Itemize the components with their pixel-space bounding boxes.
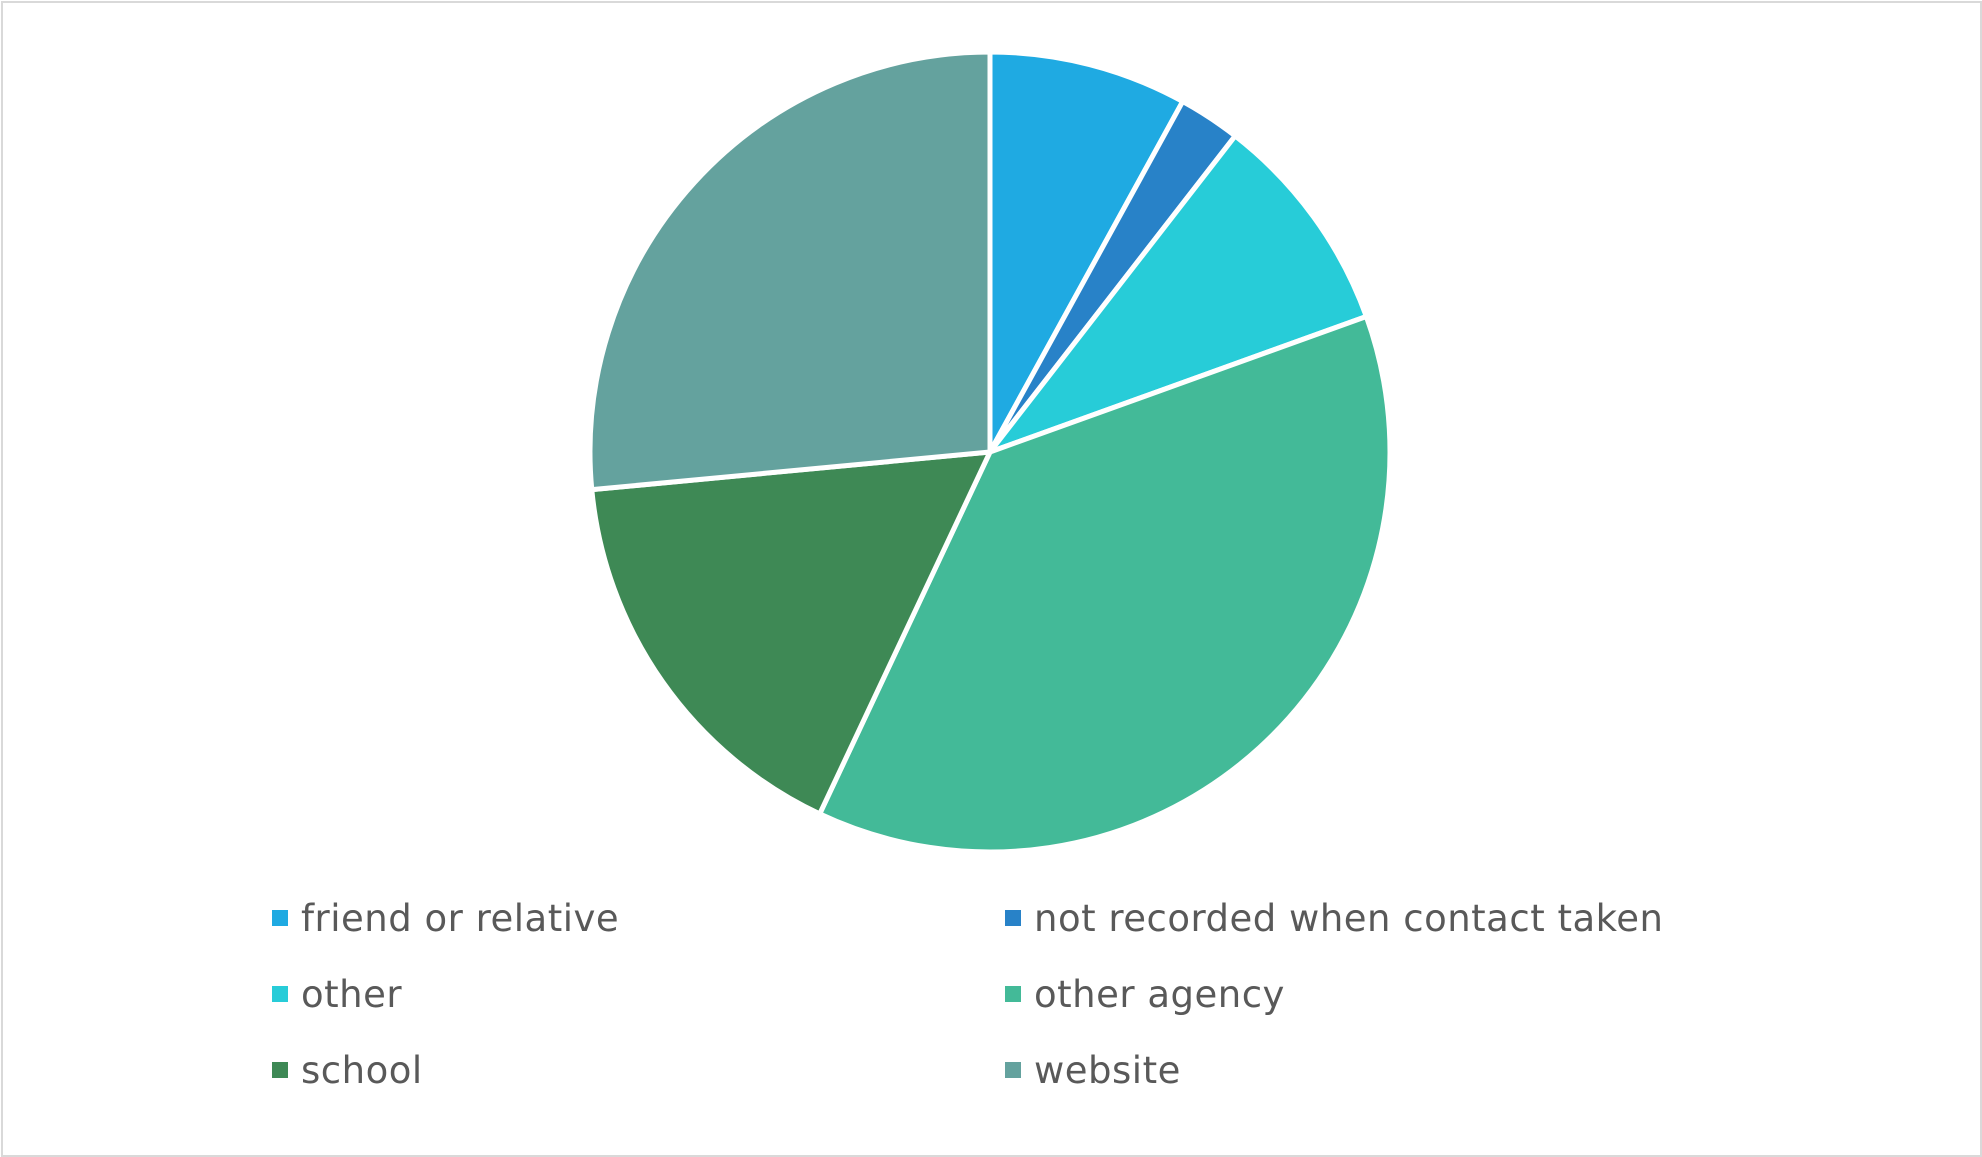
pie-slice-school (589, 449, 993, 817)
pie-slice-other-agency (817, 314, 1393, 855)
pie-slice-other (987, 133, 1369, 455)
pie-slice-website (587, 49, 993, 493)
pie-slice-friend-or-relative (987, 49, 1186, 455)
